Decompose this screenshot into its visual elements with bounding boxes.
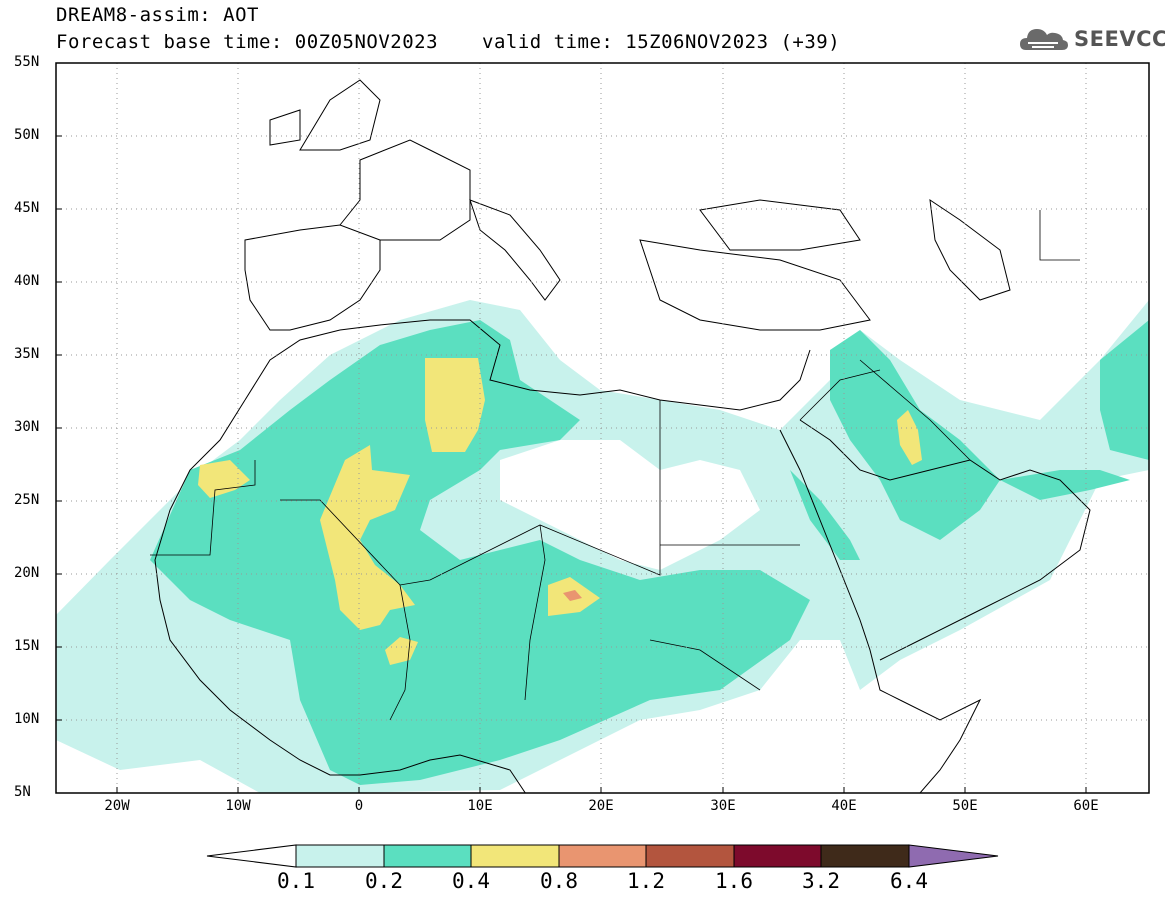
colorbar-swatch — [558, 844, 647, 868]
colorbar-label: 0.1 — [277, 869, 315, 893]
lat-label: 15N — [14, 638, 40, 654]
colorbar-low-arrow — [206, 844, 297, 868]
forecast-base-time: Forecast base time: 00Z05NOV2023 — [56, 31, 439, 53]
colorbar-label: 0.4 — [452, 869, 490, 893]
lat-label: 55N — [14, 54, 40, 70]
colorbar-swatch — [295, 844, 385, 868]
colorbar-swatch — [733, 844, 822, 868]
colorbar-label: 1.2 — [627, 869, 665, 893]
map-title: DREAM8-assim: AOT — [56, 4, 259, 26]
lon-label: 20E — [588, 798, 614, 814]
cloud-icon — [1020, 29, 1068, 50]
colorbar-label: 0.8 — [540, 869, 578, 893]
lat-label: 40N — [14, 273, 40, 289]
lon-label: 30E — [710, 798, 736, 814]
lon-label: 10W — [225, 798, 251, 814]
aot-level-0-4 — [425, 358, 485, 452]
colorbar-swatch — [470, 844, 560, 868]
lon-label: 20W — [104, 798, 130, 814]
lat-label: 20N — [14, 565, 40, 581]
seevccc-logo: SEEVCCC — [1018, 22, 1165, 56]
borders — [150, 210, 1080, 721]
colorbar-high-arrow — [908, 844, 999, 868]
colorbar-label: 1.6 — [715, 869, 753, 893]
lat-label: 25N — [14, 492, 40, 508]
lat-label: 50N — [14, 127, 40, 143]
grid — [56, 63, 1149, 793]
colorbar-label: 0.2 — [365, 869, 403, 893]
lon-label: 50E — [952, 798, 978, 814]
lon-label: 0 — [354, 798, 364, 814]
colorbar-label: 3.2 — [802, 869, 840, 893]
colorbar-swatch — [645, 844, 735, 868]
aot-field — [56, 300, 1149, 793]
lon-label: 60E — [1073, 798, 1099, 814]
colorbar — [206, 844, 999, 868]
aot-level-0-2 — [150, 320, 810, 785]
lon-label: 40E — [831, 798, 857, 814]
colorbar-label: 6.4 — [890, 869, 928, 893]
colorbar-swatch — [820, 844, 910, 868]
logo-text: SEEVCCC — [1074, 27, 1165, 51]
coastlines — [154, 79, 1091, 793]
aot-level-0-8 — [563, 590, 582, 601]
lat-label: 5N — [14, 784, 31, 800]
colorbar-swatch — [383, 844, 472, 868]
valid-time: valid time: 15Z06NOV2023 (+39) — [482, 31, 841, 53]
lat-label: 10N — [14, 711, 40, 727]
lat-label: 35N — [14, 346, 40, 362]
lat-label: 30N — [14, 419, 40, 435]
tick-marks — [56, 135, 1087, 793]
lon-label: 10E — [467, 798, 493, 814]
lat-label: 45N — [14, 200, 40, 216]
